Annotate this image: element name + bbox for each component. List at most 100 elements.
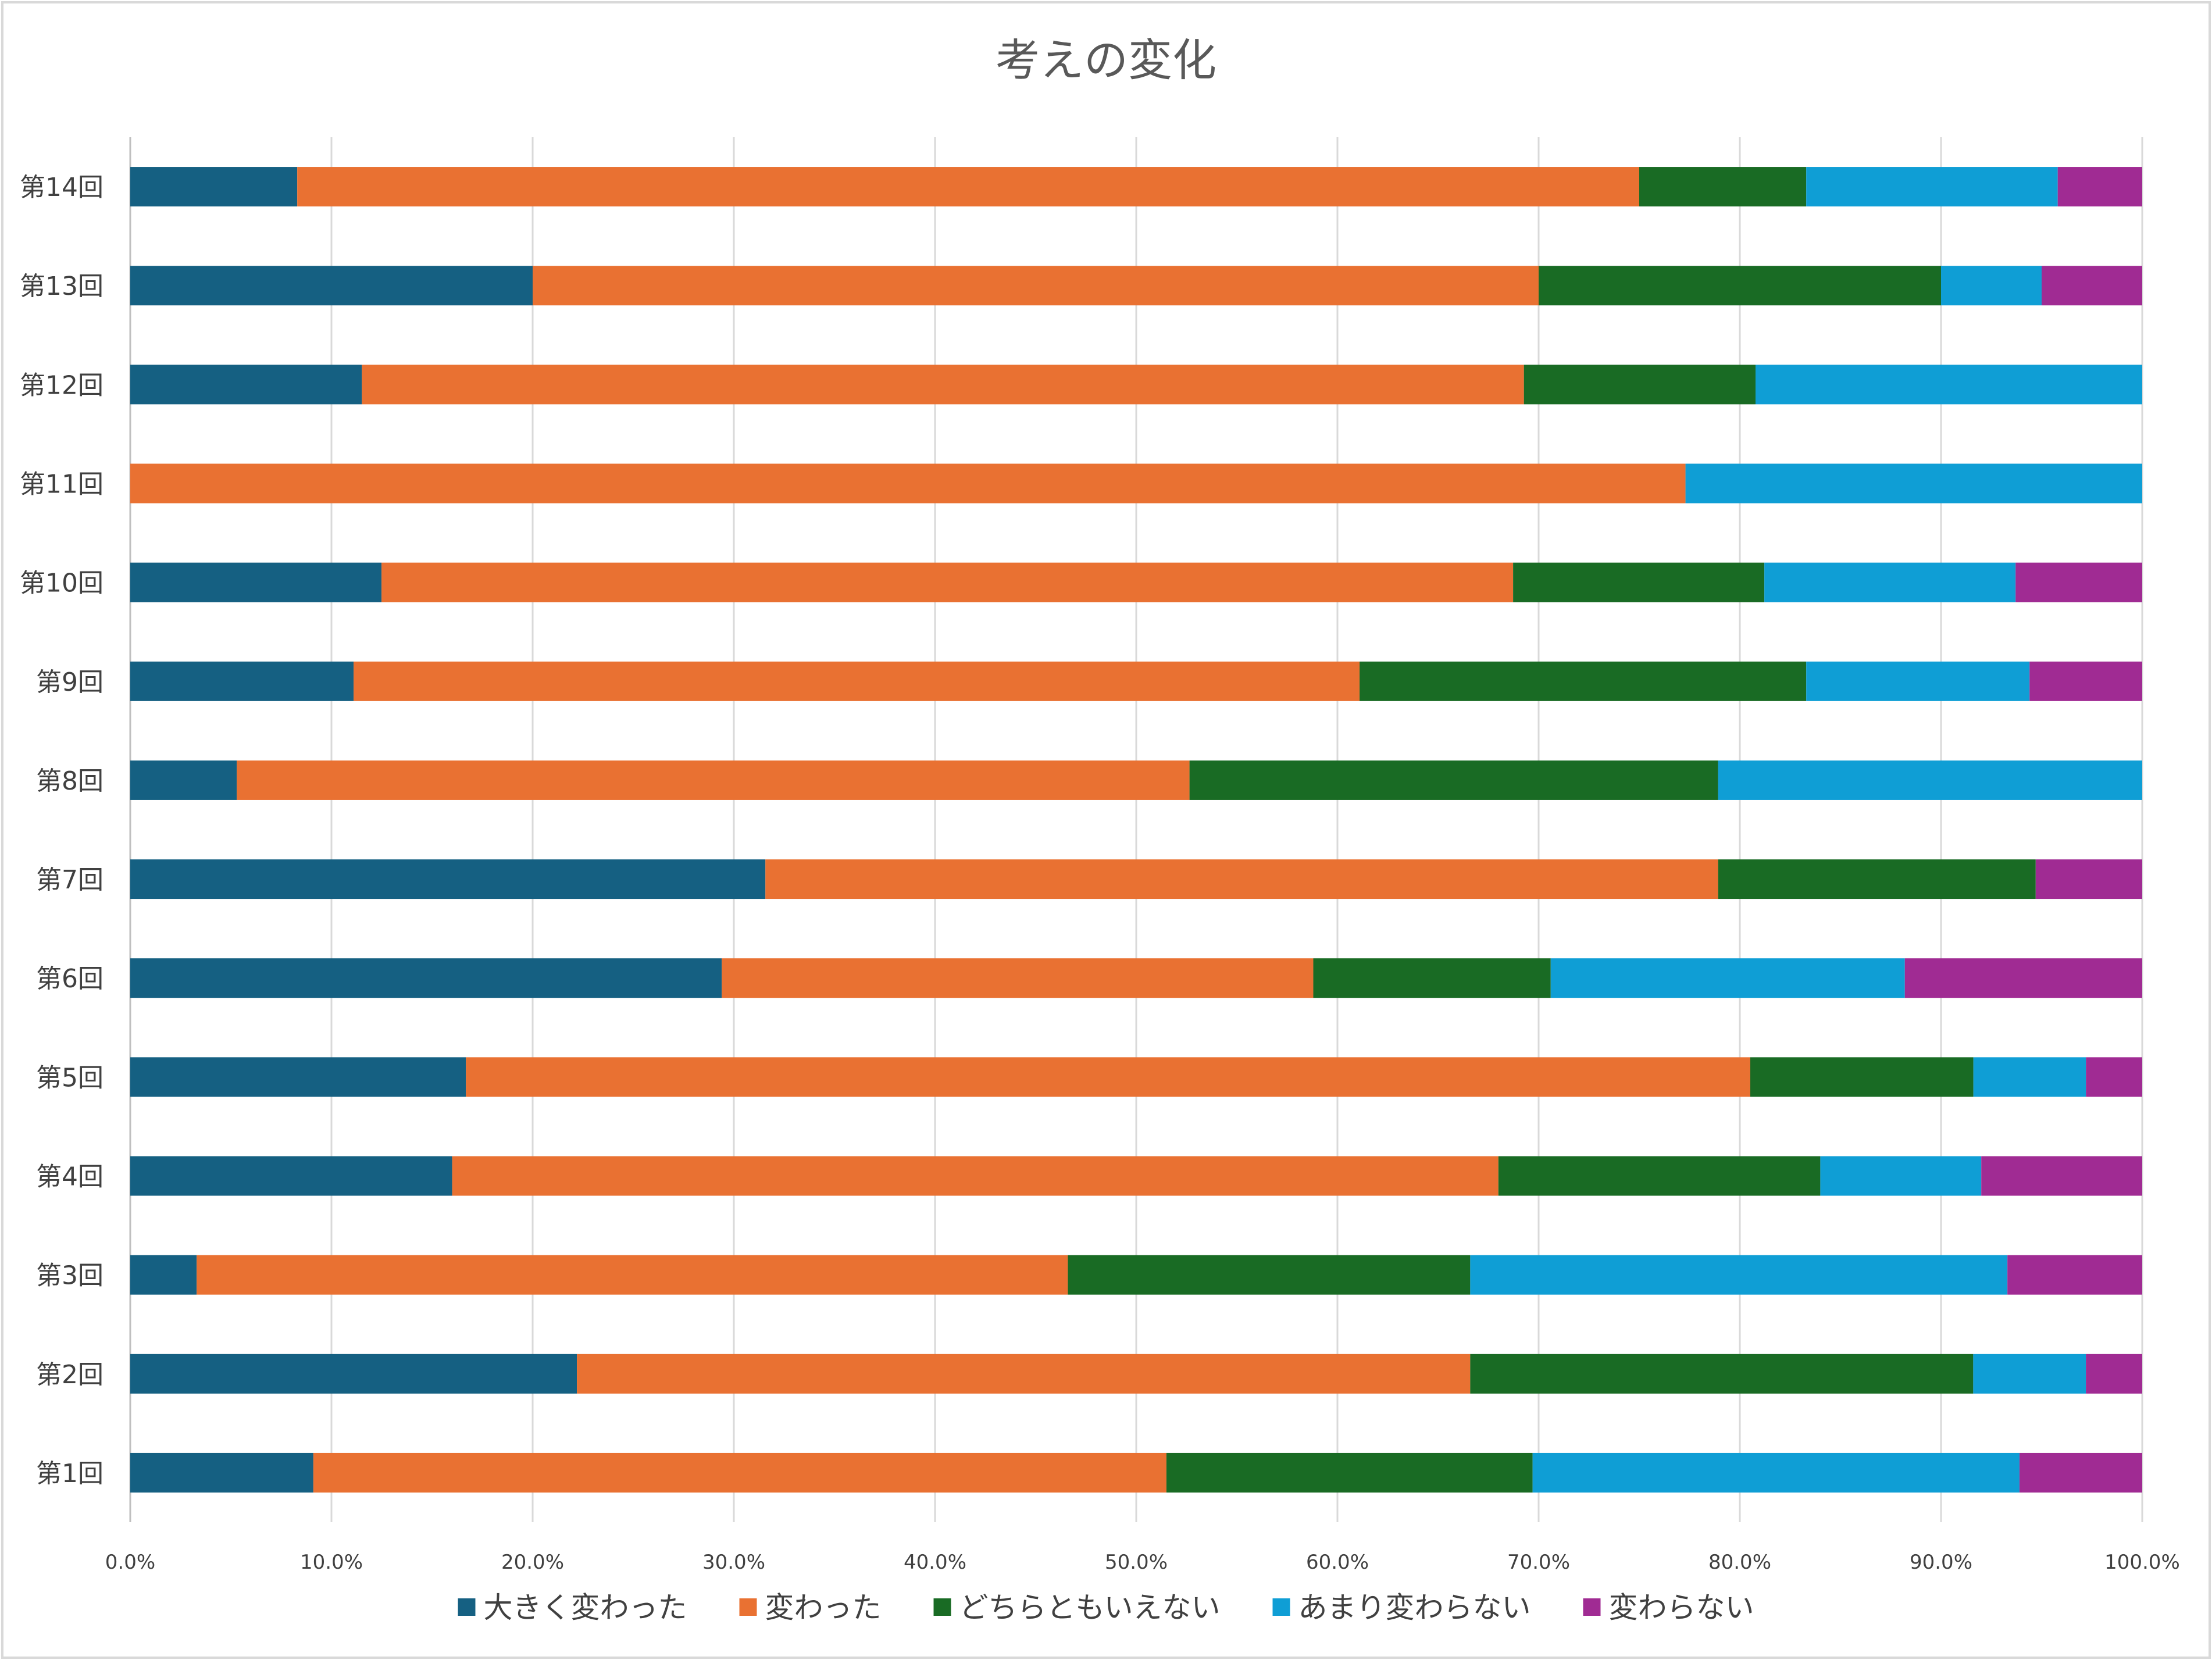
bar-segment xyxy=(237,760,1190,800)
bar-segment xyxy=(130,1255,197,1295)
legend-swatch xyxy=(739,1598,757,1616)
bar-row xyxy=(130,167,2142,207)
category-label: 第14回 xyxy=(20,173,104,202)
legend-label: 変わらない xyxy=(1609,1591,1754,1625)
bar-segment xyxy=(1189,760,1718,800)
bar-segment xyxy=(1764,562,2016,602)
bar-segment xyxy=(1068,1255,1471,1295)
bars-layer xyxy=(130,167,2142,1493)
category-label: 第8回 xyxy=(36,766,104,796)
category-label: 第12回 xyxy=(20,370,104,400)
x-tick-label: 40.0% xyxy=(904,1551,966,1574)
bar-segment xyxy=(130,266,533,306)
bar-segment xyxy=(2035,859,2142,899)
bar-row xyxy=(130,562,2142,602)
legend: 大きく変わった 変わった どちらともいえない あまり変わらない 変わらない xyxy=(458,1591,1754,1625)
bar-segment xyxy=(2086,1057,2142,1097)
bar-segment xyxy=(577,1354,1471,1394)
bar-segment xyxy=(297,167,1640,207)
bar-segment xyxy=(354,661,1360,701)
bar-segment xyxy=(2029,661,2142,701)
bar-row xyxy=(130,958,2142,998)
bar-row xyxy=(130,1255,2142,1295)
bar-segment xyxy=(1981,1156,2142,1196)
category-label: 第1回 xyxy=(36,1459,104,1488)
bar-segment xyxy=(130,463,1686,504)
x-axis-labels: 0.0% 10.0% 20.0% 30.0% 40.0% 50.0% 60.0% 70.0% 8… xyxy=(105,1551,2180,1574)
legend-label: あまり変わらない xyxy=(1298,1591,1531,1625)
bar-segment xyxy=(1941,266,2042,306)
bar-segment xyxy=(1550,958,1905,998)
bar-row xyxy=(130,859,2142,899)
bar-segment xyxy=(130,859,766,899)
bar-row xyxy=(130,760,2142,800)
bar-segment xyxy=(1532,1452,2020,1493)
bar-segment xyxy=(130,1354,577,1394)
bar-segment xyxy=(381,562,1514,602)
bar-segment xyxy=(1313,958,1551,998)
legend-swatch xyxy=(1272,1598,1290,1616)
bar-row xyxy=(130,661,2142,701)
bar-segment xyxy=(533,266,1539,306)
bar-segment xyxy=(1904,958,2142,998)
bar-segment xyxy=(1360,661,1807,701)
bar-segment xyxy=(130,167,298,207)
x-tick-label: 60.0% xyxy=(1306,1551,1369,1574)
bar-segment xyxy=(1806,661,2030,701)
bar-segment xyxy=(1685,463,2142,504)
legend-item: 変わらない xyxy=(1583,1591,1754,1625)
category-label: 第5回 xyxy=(36,1063,104,1093)
bar-segment xyxy=(362,365,1524,405)
bar-row xyxy=(130,365,2142,405)
bar-segment xyxy=(1524,365,1756,405)
bar-segment xyxy=(1756,365,2142,405)
legend-item: あまり変わらない xyxy=(1272,1591,1531,1625)
legend-item: 大きく変わった xyxy=(458,1591,687,1625)
legend-swatch xyxy=(1583,1598,1601,1616)
legend-swatch xyxy=(933,1598,951,1616)
legend-label: どちらともいえない xyxy=(959,1591,1221,1625)
bar-segment xyxy=(2057,167,2142,207)
bar-row xyxy=(130,1156,2142,1196)
bar-segment xyxy=(130,1156,452,1196)
bar-segment xyxy=(466,1057,1750,1097)
bar-segment xyxy=(1639,167,1807,207)
bar-segment xyxy=(1539,266,1941,306)
x-tick-label: 100.0% xyxy=(2104,1551,2180,1574)
bar-segment xyxy=(1820,1156,1982,1196)
bar-segment xyxy=(765,859,1718,899)
bar-segment xyxy=(722,958,1314,998)
legend-item: どちらともいえない xyxy=(933,1591,1221,1625)
chart-title: 考えの変化 xyxy=(996,34,1216,86)
bar-segment xyxy=(313,1452,1166,1493)
x-tick-label: 10.0% xyxy=(300,1551,363,1574)
legend-label: 大きく変わった xyxy=(484,1591,687,1625)
category-label: 第9回 xyxy=(36,667,104,697)
bar-segment xyxy=(2042,266,2142,306)
bar-segment xyxy=(1718,859,2036,899)
category-label: 第10回 xyxy=(20,569,104,598)
x-tick-label: 20.0% xyxy=(501,1551,564,1574)
x-tick-label: 30.0% xyxy=(702,1551,765,1574)
bar-segment xyxy=(1750,1057,1974,1097)
bar-segment xyxy=(452,1156,1499,1196)
bar-row xyxy=(130,266,2142,306)
bar-segment xyxy=(1973,1057,2086,1097)
category-label: 第2回 xyxy=(36,1360,104,1390)
legend-item: 変わった xyxy=(739,1591,882,1625)
bar-segment xyxy=(2086,1354,2142,1394)
bar-segment xyxy=(2015,562,2142,602)
bar-segment xyxy=(2019,1452,2142,1493)
category-label: 第11回 xyxy=(20,470,104,499)
x-tick-label: 50.0% xyxy=(1105,1551,1168,1574)
bar-segment xyxy=(130,760,237,800)
x-tick-label: 90.0% xyxy=(1910,1551,1972,1574)
bar-segment xyxy=(130,1452,313,1493)
bar-segment xyxy=(1806,167,2058,207)
category-label: 第13回 xyxy=(20,272,104,301)
category-label: 第4回 xyxy=(36,1162,104,1192)
category-label: 第6回 xyxy=(36,964,104,994)
legend-label: 変わった xyxy=(765,1591,882,1625)
